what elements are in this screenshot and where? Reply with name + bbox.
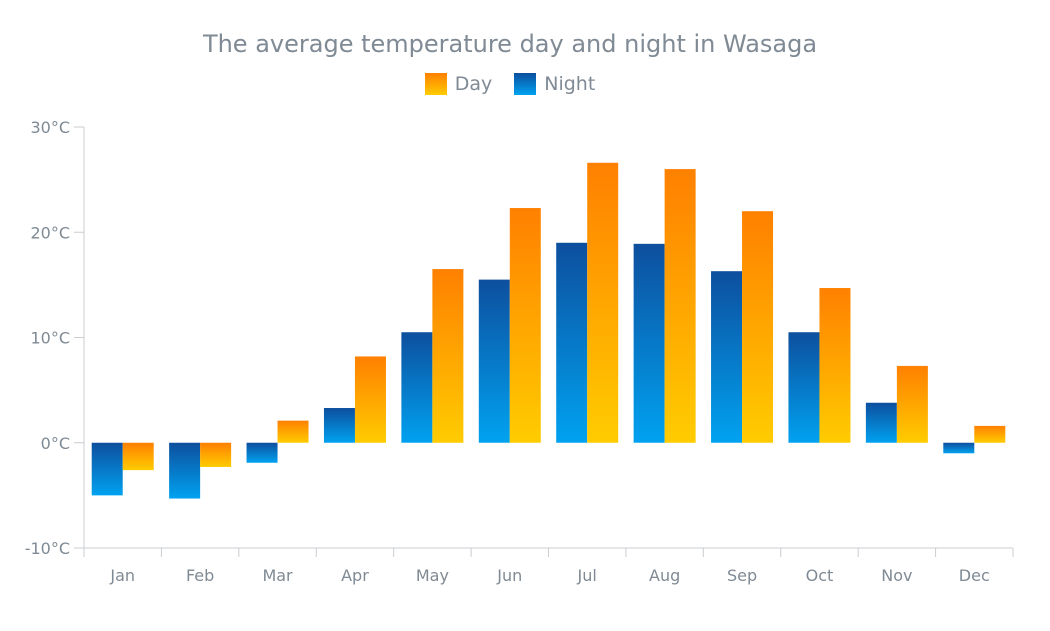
x-tick-label: Apr [341, 566, 369, 585]
day-bar[interactable] [587, 162, 619, 443]
x-tick-label: Sep [727, 566, 757, 585]
y-tick-label: 10°C [30, 329, 70, 348]
y-tick-label: 30°C [30, 118, 70, 137]
x-tick-label: May [416, 566, 449, 585]
x-tick-label: Aug [649, 566, 680, 585]
x-tick-label: Dec [959, 566, 990, 585]
y-tick-label: 0°C [41, 434, 70, 453]
bars [91, 162, 1006, 499]
day-bar[interactable] [742, 211, 774, 443]
y-tick-label: 20°C [30, 223, 70, 242]
day-bar[interactable] [200, 442, 232, 467]
chart-legend: Day Night [0, 73, 1020, 95]
x-tick-label: Jan [109, 566, 135, 585]
axes: -10°C 0°C 10°C 20°C 30°C Jan Feb Mar Apr May Jun Ju… [25, 118, 1014, 585]
legend-label-night: Night [544, 73, 596, 95]
night-bar[interactable] [711, 271, 743, 443]
day-bar[interactable] [664, 169, 696, 443]
day-bar[interactable] [974, 425, 1006, 443]
night-bar[interactable] [169, 442, 201, 499]
night-bar[interactable] [633, 243, 665, 443]
night-bar[interactable] [323, 408, 355, 443]
day-bar[interactable] [122, 442, 154, 471]
day-bar[interactable] [354, 356, 386, 443]
x-tick-label: Mar [262, 566, 293, 585]
legend-swatch-night [514, 73, 537, 95]
x-tick-label: Feb [186, 566, 214, 585]
x-tick-label: Oct [806, 566, 834, 585]
night-bar[interactable] [556, 242, 588, 443]
legend-label-day: Day [454, 73, 493, 95]
day-bar[interactable] [277, 420, 309, 443]
legend-item-day[interactable]: Day [424, 73, 493, 95]
night-bar[interactable] [246, 442, 278, 463]
day-bar[interactable] [896, 365, 928, 443]
legend-swatch-day [424, 73, 447, 95]
night-bar[interactable] [401, 332, 433, 443]
night-bar[interactable] [478, 279, 510, 443]
x-tick-label: Jun [496, 566, 522, 585]
chart-title: The average temperature day and night in… [202, 30, 818, 58]
day-bar[interactable] [819, 288, 851, 443]
legend-item-night[interactable]: Night [514, 73, 595, 95]
night-bar[interactable] [91, 442, 123, 496]
day-bar[interactable] [509, 208, 541, 443]
night-bar[interactable] [788, 332, 820, 443]
x-tick-label: Nov [881, 566, 912, 585]
day-bar[interactable] [432, 269, 464, 443]
x-tick-label: Jul [577, 566, 597, 585]
night-bar[interactable] [943, 442, 975, 454]
y-tick-label: -10°C [25, 539, 70, 558]
night-bar[interactable] [865, 402, 897, 443]
